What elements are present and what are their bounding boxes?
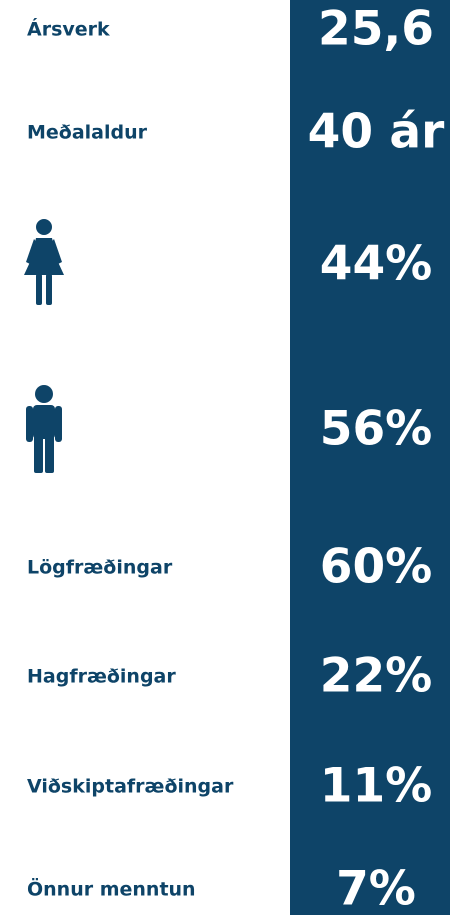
- row-value: 11%: [320, 759, 433, 814]
- row-value: 56%: [320, 402, 433, 457]
- row-value: 40 ár: [308, 105, 445, 160]
- value-panel: [290, 0, 450, 915]
- man-icon: [26, 385, 62, 473]
- woman-icon: [24, 219, 64, 305]
- row-value: 60%: [320, 540, 433, 595]
- row-label: Ársverk: [27, 18, 110, 41]
- row-value: 44%: [320, 237, 433, 292]
- row-label: Önnur menntun: [27, 877, 196, 901]
- row-value: 22%: [320, 649, 433, 704]
- row-label: Hagfræðingar: [27, 666, 176, 688]
- row-value: 25,6: [318, 2, 434, 57]
- row-label: Viðskiptafræðingar: [27, 776, 234, 798]
- row-label: Lögfræðingar: [27, 557, 173, 579]
- row-value: 7%: [336, 862, 416, 915]
- row-label: Meðalaldur: [27, 122, 148, 144]
